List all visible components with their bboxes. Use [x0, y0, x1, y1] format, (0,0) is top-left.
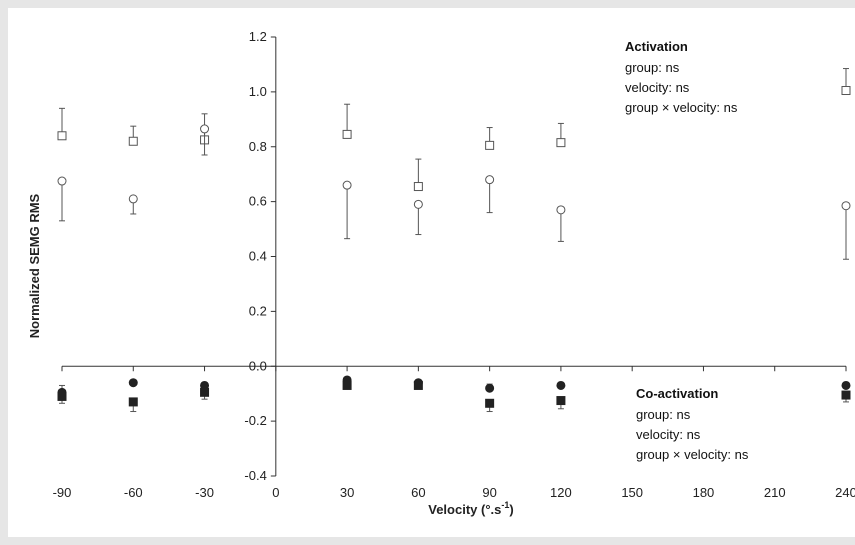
data-point	[556, 205, 566, 215]
x-tick-label: 60	[411, 485, 425, 500]
data-point	[485, 140, 495, 150]
data-point	[57, 131, 67, 141]
y-tick-label: -0.4	[244, 468, 266, 483]
data-marks	[57, 68, 851, 413]
y-tick-label: 0.4	[249, 249, 267, 264]
data-point	[128, 136, 138, 146]
data-point	[485, 398, 495, 408]
activation-annotation: Activation group: ns velocity: ns group …	[625, 39, 738, 115]
data-point	[200, 124, 210, 134]
series-open-square	[57, 68, 851, 192]
co-activation-interaction-stat: group × velocity: ns	[636, 447, 749, 462]
data-point	[413, 380, 423, 390]
y-tick-label: 0.0	[249, 358, 267, 373]
data-point	[342, 129, 352, 139]
data-point	[485, 175, 495, 185]
data-point	[841, 86, 851, 96]
data-point	[342, 380, 352, 390]
x-axis-title: Velocity (°.s-1)	[428, 500, 513, 517]
x-tick-label: -60	[124, 485, 143, 500]
data-point	[413, 182, 423, 192]
activation-title: Activation	[625, 39, 688, 54]
x-tick-label: 90	[482, 485, 496, 500]
x-tick-label: -90	[53, 485, 72, 500]
x-tick-label: -30	[195, 485, 214, 500]
data-point	[841, 201, 851, 211]
x-tick-label: 180	[693, 485, 715, 500]
data-point	[841, 390, 851, 400]
series-filled-circle	[57, 375, 851, 397]
x-tick-label: 210	[764, 485, 786, 500]
x-tick-label: 150	[621, 485, 643, 500]
y-axis-title: Normalized SEMG RMS	[27, 193, 42, 338]
data-point	[342, 180, 352, 190]
y-tick-label: 0.6	[249, 194, 267, 209]
series-open-circle	[57, 124, 851, 260]
co-activation-velocity-stat: velocity: ns	[636, 427, 701, 442]
data-point	[128, 378, 138, 388]
y-tick-label: -0.2	[244, 413, 266, 428]
x-tick-label: 240	[835, 485, 855, 500]
co-activation-annotation: Co-activation group: ns velocity: ns gro…	[636, 386, 749, 462]
data-point	[200, 387, 210, 397]
data-point	[485, 383, 495, 393]
data-point	[556, 380, 566, 390]
activation-group-stat: group: ns	[625, 60, 680, 75]
x-tick-label: 0	[272, 485, 279, 500]
y-tick-label: 1.2	[249, 29, 267, 44]
scatter-chart: -0.4 -0.2 0.0 0.2 0.4 0.6 0.8 1.0 1.2 -90 -60 -30 0 3…	[27, 29, 855, 517]
y-tick-label: 1.0	[249, 84, 267, 99]
data-point	[57, 176, 67, 186]
co-activation-group-stat: group: ns	[636, 407, 691, 422]
y-tick-label: 0.8	[249, 139, 267, 154]
series-filled-square	[57, 380, 851, 413]
tick-labels: -0.4 -0.2 0.0 0.2 0.4 0.6 0.8 1.0 1.2 -90 -60 -30 0 3…	[53, 29, 855, 500]
activation-interaction-stat: group × velocity: ns	[625, 100, 738, 115]
axes	[61, 36, 847, 477]
chart-panel: -0.4 -0.2 0.0 0.2 0.4 0.6 0.8 1.0 1.2 -90 -60 -30 0 3…	[8, 8, 855, 537]
y-tick-label: 0.2	[249, 303, 267, 318]
data-point	[556, 138, 566, 148]
x-tick-label: 120	[550, 485, 572, 500]
co-activation-title: Co-activation	[636, 386, 718, 401]
data-point	[128, 397, 138, 407]
data-point	[413, 199, 423, 209]
data-point	[128, 194, 138, 204]
activation-velocity-stat: velocity: ns	[625, 80, 690, 95]
x-tick-label: 30	[340, 485, 354, 500]
data-point	[841, 380, 851, 390]
data-point	[556, 396, 566, 406]
data-point	[57, 391, 67, 401]
